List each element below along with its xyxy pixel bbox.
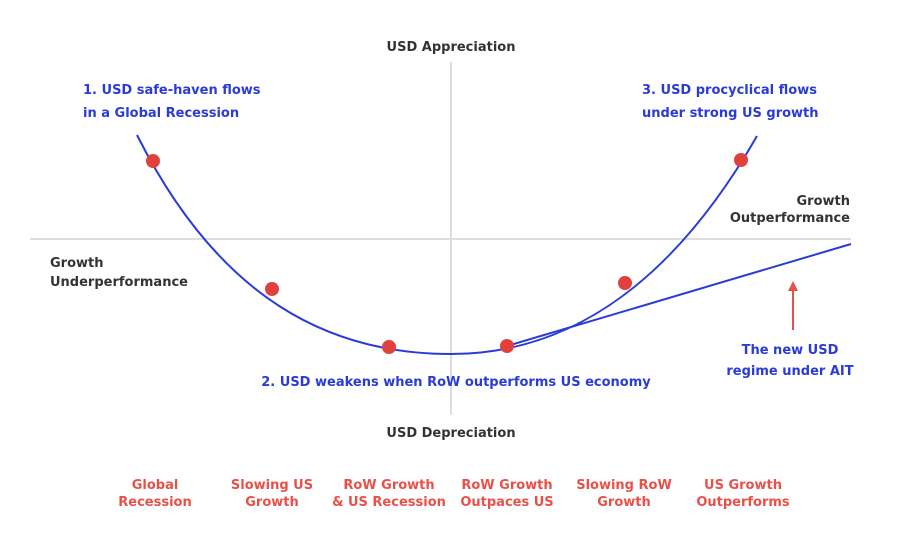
axis-label: Outperformance [730,211,850,226]
annotation: regime under AIT [726,364,853,379]
annotation: in a Global Recession [83,106,239,121]
new-regime-line [506,243,852,347]
stage-label: Slowing US [231,478,313,493]
dot [265,282,279,296]
dot [500,339,514,353]
axis-label: Underperformance [50,275,188,290]
dot [618,276,632,290]
stage-label: RoW Growth [343,478,434,493]
stage-label: US Growth [704,478,782,493]
axis-label: USD Depreciation [386,426,515,441]
dot [382,340,396,354]
stage-dots [146,153,748,354]
annotation: The new USD [742,343,839,358]
stage-labels: Global Recession Slowing US Growth RoW Growt… [118,478,790,510]
arrow-head [788,281,798,291]
annotation: 1. USD safe-haven flows [83,83,261,98]
axis-label: Growth [50,256,104,271]
stage-label: & US Recession [332,495,446,510]
dot [146,154,160,168]
stage-label: RoW Growth [461,478,552,493]
annotation: under strong US growth [642,106,819,121]
stage-label: Growth [597,495,651,510]
annotation: 2. USD weakens when RoW outperforms US e… [261,375,651,390]
annotation: 3. USD procyclical flows [642,83,817,98]
stage-label: Outpaces US [460,495,553,510]
stage-label: Growth [245,495,299,510]
stage-label: Slowing RoW [576,478,672,493]
stage-label: Global [132,478,179,493]
smile-curve [136,134,758,356]
axis-label: USD Appreciation [387,40,516,55]
axis-label: Growth [797,194,851,209]
stage-label: Outperforms [696,495,790,510]
dot [734,153,748,167]
stage-label: Recession [118,495,191,510]
